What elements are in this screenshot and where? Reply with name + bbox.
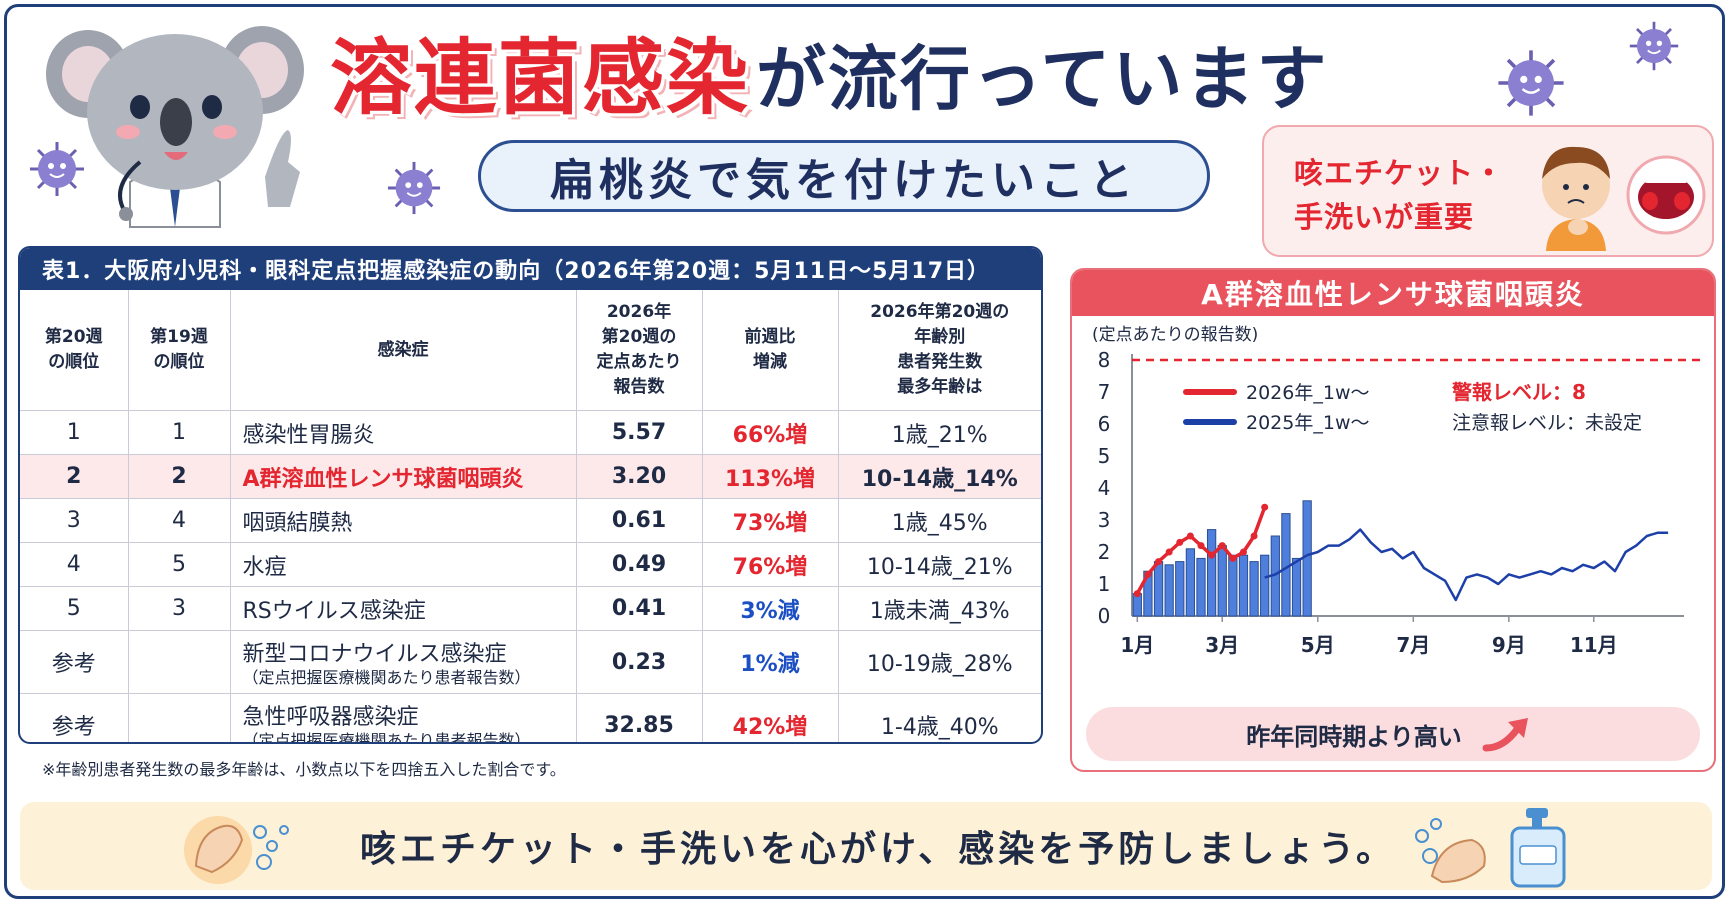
etiquette-line-1: 咳エチケット・ [1294,156,1505,190]
bar [1185,548,1196,617]
y-tick-label: 2 [1098,540,1111,564]
bar [1228,554,1238,617]
series-point [1239,548,1247,556]
bar [1291,557,1302,617]
x-tick-label: 3月 [1205,633,1239,657]
bar [1260,554,1270,617]
bar [1217,545,1227,617]
trend-up-arrow-icon [1482,718,1528,752]
virus-icon [1629,21,1679,71]
bar [1153,561,1164,617]
bar [1249,561,1259,617]
bar [1238,554,1249,617]
series-point [1229,554,1237,562]
legend-label: 2025年_1w〜 [1246,412,1369,434]
series-point [1218,542,1226,550]
main-title-rest: が流行っています [756,38,1329,120]
table-title: 表1．大阪府小児科・眼科定点把握感染症の動向（2026年第20週：5月11日〜5… [20,248,1041,290]
col-rank20: 第20週 の順位 [20,290,129,411]
series-point [1186,532,1194,540]
table-row-reference: 参考 新型コロナウイルス感染症 （定点把握医療機関あたり患者報告数） 0.23 1… [20,630,1041,694]
bar [1164,564,1174,617]
main-title: 溶連菌感染 が流行っています [330,20,1329,130]
trend-table: 第20週 の順位 第19週 の順位 感染症 2026年 第20週の 定点あたり 報告数 前… [20,290,1041,742]
strep-trend-chart: (定点あたりの報告数) 0 1 2 3 4 5 6 7 8 1月 3月 5月 7月 9月 11月 2026年_1… [1092,325,1704,657]
series-point [1165,548,1173,556]
series-point [1261,503,1269,511]
y-tick-label: 3 [1098,508,1111,532]
virus-icon [30,142,84,196]
y-tick-label: 6 [1098,412,1111,436]
bar [1196,557,1206,617]
footer-message: 咳エチケット・手洗いを心がけ、感染を予防しましょう。 [360,829,1397,870]
legend-label: 2026年_1w〜 [1246,382,1369,404]
x-tick-label: 7月 [1396,633,1430,657]
x-tick-label: 9月 [1492,633,1526,657]
table-row-reference: 参考 急性呼吸器感染症 （定点把握医療機関あたり患者報告数） 32.85 42%増… [20,693,1041,742]
y-tick-label: 5 [1098,444,1111,468]
bar [1175,561,1185,617]
col-rate: 2026年 第20週の 定点あたり 報告数 [575,290,703,411]
y-tick-label: 7 [1098,380,1111,404]
col-age: 2026年第20週の 年齢別 患者発生数 最多年齢は [837,290,1041,411]
x-tick-label: 11月 [1570,633,1618,657]
series-point [1144,570,1152,578]
y-tick-label: 4 [1098,476,1111,500]
table-footnote: ※年齢別患者発生数の最多年齢は、小数点以下を四捨五入した割合です。 [42,760,566,779]
series-point [1176,538,1184,546]
sore-throat-child-icon [1542,146,1706,251]
series-point [1250,532,1258,540]
caution-level-label: 注意報レベル：未設定 [1452,412,1642,434]
y-tick-label: 0 [1098,604,1111,628]
col-disease: 感染症 [229,290,577,411]
series-line-2025 [1264,528,1669,602]
koala-doctor-mascot [46,26,304,228]
etiquette-line-2: 手洗いが重要 [1294,200,1475,234]
col-rank19: 第19週 の順位 [127,290,231,411]
etiquette-callout: 咳エチケット・ 手洗いが重要 [1262,125,1714,257]
virus-icon [387,161,441,215]
x-tick-label: 5月 [1301,633,1335,657]
series-point [1197,542,1205,550]
subtitle-banner: 扁桃炎で気を付けたいこと [478,140,1210,212]
strep-chart-panel: A群溶血性レンサ球菌咽頭炎 (定点あたりの報告数) 0 1 2 3 4 5 6 7 8 1月 3月 5月… [1070,268,1716,772]
series-point [1133,590,1141,598]
main-title-highlight: 溶連菌感染 [330,31,751,126]
prevention-footer: 咳エチケット・手洗いを心がけ、感染を予防しましょう。 [20,802,1712,890]
alert-level-label: 警報レベル：8 [1452,380,1586,404]
y-tick-label: 1 [1098,572,1111,596]
hand-washing-icon [184,816,289,884]
series-point [1155,558,1163,566]
col-change: 前週比 増減 [701,290,839,411]
y-axis-label: (定点あたりの報告数) [1092,325,1258,345]
virus-icon [1498,50,1564,116]
soap-bottle-icon [1415,808,1566,888]
x-tick-label: 1月 [1120,633,1154,657]
y-tick-label: 8 [1098,348,1111,372]
chart-title: A群溶血性レンサ球菌咽頭炎 [1072,270,1714,316]
infection-trend-table: 表1．大阪府小児科・眼科定点把握感染症の動向（2026年第20週：5月11日〜5… [18,246,1043,744]
bar [1206,529,1217,617]
series-point [1208,551,1216,559]
trend-summary-text: 昨年同時期より高い [1246,722,1462,751]
trend-summary-pill: 昨年同時期より高い [1086,707,1700,761]
